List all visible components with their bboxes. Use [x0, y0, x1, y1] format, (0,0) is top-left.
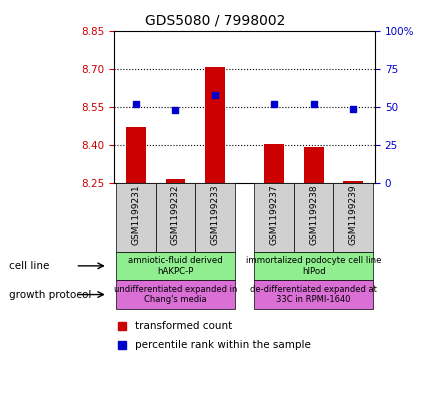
- Bar: [116, 280, 234, 309]
- Text: GSM1199238: GSM1199238: [308, 185, 317, 246]
- Text: GSM1199233: GSM1199233: [210, 185, 219, 246]
- Bar: [293, 183, 333, 252]
- Bar: [264, 144, 283, 183]
- Bar: [254, 252, 372, 280]
- Text: cell line: cell line: [9, 261, 49, 271]
- Text: GSM1199231: GSM1199231: [131, 185, 140, 246]
- Bar: [116, 183, 155, 252]
- Bar: [155, 183, 195, 252]
- Bar: [333, 183, 372, 252]
- Text: GSM1199237: GSM1199237: [269, 185, 278, 246]
- Bar: [126, 127, 145, 183]
- Bar: [165, 179, 185, 183]
- Text: immortalized podocyte cell line
hIPod: immortalized podocyte cell line hIPod: [246, 256, 381, 275]
- Text: GSM1199232: GSM1199232: [171, 185, 180, 245]
- Bar: [116, 252, 234, 280]
- Bar: [343, 182, 362, 183]
- Text: amniotic-fluid derived
hAKPC-P: amniotic-fluid derived hAKPC-P: [128, 256, 222, 275]
- Bar: [254, 183, 293, 252]
- Text: transformed count: transformed count: [135, 321, 232, 331]
- Text: de-differentiated expanded at
33C in RPMI-1640: de-differentiated expanded at 33C in RPM…: [250, 285, 376, 304]
- Text: GSM1199239: GSM1199239: [348, 185, 357, 246]
- Text: GDS5080 / 7998002: GDS5080 / 7998002: [145, 14, 285, 28]
- Bar: [303, 147, 323, 183]
- Text: growth protocol: growth protocol: [9, 290, 91, 299]
- Bar: [254, 280, 372, 309]
- Bar: [195, 183, 234, 252]
- Text: undifferentiated expanded in
Chang's media: undifferentiated expanded in Chang's med…: [114, 285, 237, 304]
- Text: percentile rank within the sample: percentile rank within the sample: [135, 340, 310, 351]
- Bar: [205, 67, 224, 183]
